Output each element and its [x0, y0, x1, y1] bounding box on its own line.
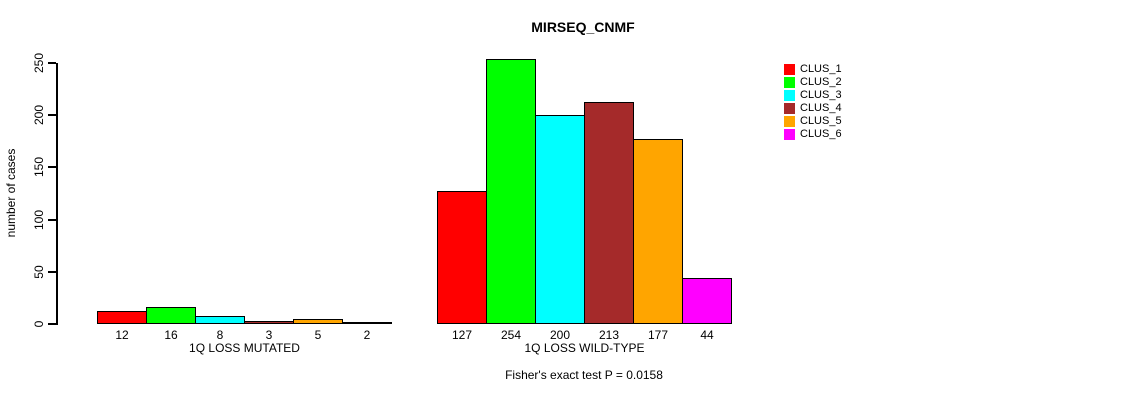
bar-value-label: 44 — [700, 328, 714, 342]
y-tick-mark — [48, 218, 56, 221]
y-tick-label: 0 — [32, 320, 46, 328]
bar — [195, 315, 245, 324]
bar-value-label: 200 — [549, 328, 571, 342]
bar-value-label: 127 — [451, 328, 473, 342]
legend-swatch — [784, 116, 795, 127]
bar — [486, 58, 536, 324]
bar — [633, 139, 683, 324]
legend-item: CLUS_2 — [784, 76, 842, 89]
legend-swatch — [784, 129, 795, 140]
bar — [535, 115, 585, 324]
bar-value-label: 16 — [164, 328, 178, 342]
y-tick-label: 50 — [32, 265, 46, 279]
legend-item: CLUS_5 — [784, 115, 842, 128]
bar-value-label: 177 — [647, 328, 669, 342]
bar — [244, 320, 294, 324]
chart-title: MIRSEQ_CNMF — [531, 19, 635, 35]
legend: CLUS_1 CLUS_2 CLUS_3 CLUS_4 CLUS_5 CLUS_6 — [784, 63, 842, 141]
bar-value-label: 12 — [115, 328, 129, 342]
legend-label: CLUS_4 — [800, 102, 842, 114]
bar-value-label: 3 — [265, 328, 273, 342]
legend-label: CLUS_1 — [800, 63, 842, 75]
y-tick-label: 200 — [32, 105, 46, 126]
y-tick-label: 150 — [32, 157, 46, 178]
legend-item: CLUS_4 — [784, 102, 842, 115]
bar-value-label: 2 — [363, 328, 371, 342]
legend-label: CLUS_2 — [800, 76, 842, 88]
x-axis-group-label: 1Q LOSS WILD-TYPE — [524, 341, 645, 355]
x-axis-group-label: 1Q LOSS MUTATED — [189, 341, 300, 355]
bar — [293, 318, 343, 324]
bar — [342, 321, 392, 324]
legend-swatch — [784, 64, 795, 75]
annotation-text: Fisher's exact test P = 0.0158 — [505, 368, 663, 382]
y-axis-label: number of cases — [4, 148, 18, 238]
bar — [437, 191, 487, 324]
bar-value-label: 5 — [314, 328, 322, 342]
y-tick-label: 100 — [32, 209, 46, 230]
legend-swatch — [784, 77, 795, 88]
legend-label: CLUS_3 — [800, 89, 842, 101]
bar — [682, 278, 732, 324]
y-tick-mark — [48, 166, 56, 169]
legend-item: CLUS_1 — [784, 63, 842, 76]
y-tick-mark — [48, 62, 56, 64]
y-axis-line — [56, 63, 58, 325]
bar-value-label: 213 — [598, 328, 620, 342]
legend-item: CLUS_3 — [784, 89, 842, 102]
bar-value-label: 8 — [216, 328, 224, 342]
legend-label: CLUS_6 — [800, 128, 842, 140]
bar — [584, 101, 634, 324]
legend-swatch — [784, 90, 795, 101]
bar-value-label: 254 — [500, 328, 522, 342]
y-tick-mark — [48, 323, 56, 325]
bar — [146, 307, 196, 324]
y-tick-mark — [48, 270, 56, 273]
legend-label: CLUS_5 — [800, 115, 842, 127]
legend-swatch — [784, 103, 795, 114]
legend-item: CLUS_6 — [784, 128, 842, 141]
y-tick-label: 250 — [32, 52, 46, 74]
bar — [97, 311, 147, 324]
y-tick-mark — [48, 114, 56, 117]
